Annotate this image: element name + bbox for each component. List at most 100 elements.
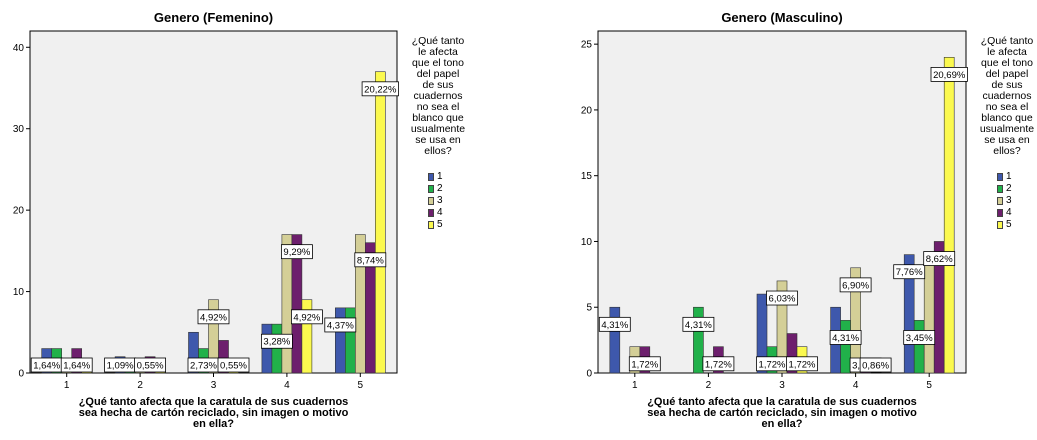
x-axis-title-line: ¿Qué tanto afecta que la caratula de sus… [79, 396, 349, 408]
y-tick-label: 30 [13, 124, 25, 135]
legend-label: 2 [1006, 183, 1012, 194]
data-label: 4,31% [682, 316, 715, 332]
data-label: 1,72% [628, 356, 661, 372]
x-axis-title-line: sea hecha de cartón reciclado, sin image… [647, 407, 917, 419]
data-label: 4,92% [290, 309, 323, 325]
legend-item: 5 [997, 219, 1012, 231]
legend-title-line: ellos? [424, 145, 452, 157]
data-label: 1,72% [786, 356, 818, 372]
data-label-box [903, 330, 936, 345]
data-label: 0,86% [859, 357, 892, 373]
data-label-text: 6,90% [842, 280, 869, 291]
data-label-box [628, 356, 661, 372]
x-axis-title-line: en ella? [193, 418, 234, 430]
data-label-box [598, 316, 631, 332]
legend-title-line: blanco que [412, 112, 464, 124]
x-axis-title-line: sea hecha de cartón reciclado, sin image… [79, 407, 349, 419]
data-label: 1,72% [702, 356, 735, 372]
data-label-text: 1,72% [789, 359, 816, 370]
legend-swatch [428, 185, 434, 193]
legend-item: 2 [428, 183, 443, 195]
chart-femenino: Genero (Femenino) 0 10 20 30 40 1 2 3 4 5 1,64% 1,64… [13, 10, 399, 430]
legend-label: 5 [437, 219, 443, 230]
data-label-box [290, 309, 323, 325]
legend-item: 1 [997, 171, 1012, 183]
legend-swatch [428, 197, 434, 205]
data-label: 8,62% [923, 251, 956, 266]
bar-5-cat-5 [943, 57, 955, 374]
legend-title-line: que el tono [981, 57, 1033, 69]
data-label: 4,31% [598, 316, 631, 332]
bar-2-cat-4 [840, 320, 851, 374]
legend-title-line: se usa en [984, 134, 1030, 146]
legend-title: ¿Qué tanto le afecta que el tono del papel d… [401, 36, 475, 157]
bar-5-cat-4 [301, 299, 313, 374]
data-label-box [829, 330, 862, 345]
legend-title-line: blanco que [981, 112, 1033, 124]
y-tick-label: 10 [13, 287, 25, 298]
y-tick-label: 10 [581, 237, 593, 248]
x-tick-label: 4 [284, 380, 290, 391]
legend-title-line: ¿Qué tanto [411, 35, 465, 47]
data-label-text: 4,31% [601, 320, 628, 331]
legend-label: 3 [1006, 195, 1012, 206]
legend-title-line: no sea el [416, 101, 460, 113]
data-label-box [893, 264, 926, 280]
data-label-box [134, 357, 167, 373]
data-label-text: 2,73% [190, 361, 217, 372]
data-label-text: 1,72% [759, 359, 786, 370]
data-label-text: 9,29% [283, 247, 310, 258]
chart-masculino: Genero (Masculino) 0 5 10 15 20 25 1 2 3 4 5 4,31% 1,… [581, 10, 968, 430]
legend-item: 3 [428, 195, 443, 207]
data-label-box [923, 251, 956, 266]
data-label-text: 0,55% [137, 361, 164, 372]
legend-label: 3 [437, 195, 443, 206]
data-label-box [786, 356, 818, 372]
data-label-text: 1,09% [107, 361, 134, 372]
legend-title-line: ¿Qué tanto [980, 35, 1034, 47]
data-label: 2,73% [187, 357, 220, 373]
legend-title-line: que el tono [412, 57, 464, 69]
legend-item: 4 [997, 207, 1012, 219]
legend-item: 1 [428, 171, 443, 183]
data-label: 1,09% [104, 357, 136, 373]
data-label: 0,55% [217, 357, 250, 373]
legend-title-line: cuadernos [413, 90, 463, 102]
legend-swatch [997, 221, 1003, 229]
data-label-text: 4,37% [327, 320, 354, 331]
data-label-box [260, 333, 293, 349]
legend-title-line: se usa en [415, 134, 461, 146]
legend-title-line: cuadernos [982, 90, 1032, 102]
data-label: 6,03% [766, 290, 798, 306]
chart-panel-masculino: Genero (Masculino) 0 5 10 15 20 25 1 2 3 4 5 4,31% 1,… [518, 0, 1036, 435]
data-label-text: 3,45% [906, 333, 933, 344]
chart-panel-femenino: Genero (Femenino) 0 10 20 30 40 1 2 3 4 5 1,64% 1,64… [0, 0, 518, 435]
x-axis-title-line: en ella? [762, 418, 803, 430]
data-label-text: 20,22% [364, 84, 397, 95]
data-label: 8,74% [354, 252, 387, 268]
data-label: 7,76% [893, 264, 926, 280]
legend-swatch [997, 185, 1003, 193]
data-label-box [859, 357, 892, 373]
data-label-text: 4,31% [685, 320, 712, 331]
x-tick-label: 1 [64, 380, 70, 391]
legend-label: 1 [1006, 171, 1012, 182]
legend-item: 5 [428, 219, 443, 231]
y-tick-label: 20 [581, 105, 593, 116]
y-tick-label: 40 [13, 43, 25, 54]
legend-label: 2 [437, 183, 443, 194]
data-label: 1,72% [756, 356, 788, 372]
legend-title-line: no sea el [985, 101, 1029, 113]
legend-title-line: de sus [422, 79, 454, 91]
legend-item: 3 [997, 195, 1012, 207]
data-label-box [280, 244, 313, 260]
data-label: 3,28% [260, 333, 293, 349]
data-label-text: 20,69% [933, 70, 966, 81]
x-tick-label: 2 [706, 380, 712, 391]
bar-3-cat-5 [923, 254, 935, 374]
legend-swatch [428, 209, 434, 217]
y-tick-label: 25 [581, 40, 593, 51]
data-label-box [930, 67, 968, 82]
x-tick-label: 3 [211, 380, 217, 391]
